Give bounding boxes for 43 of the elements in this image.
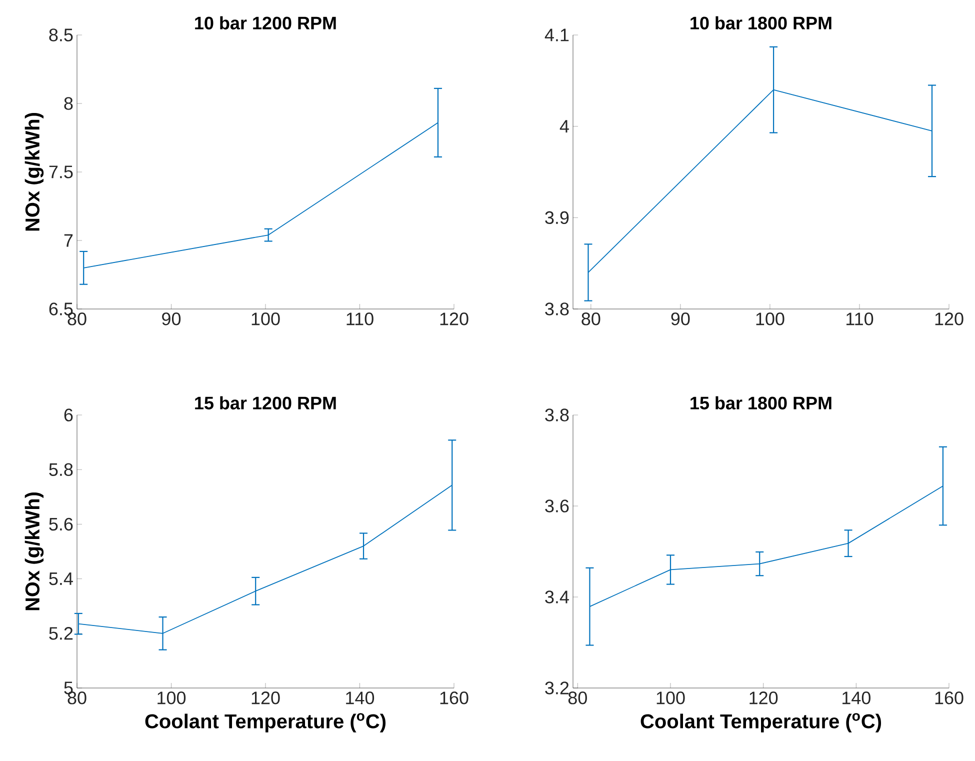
y-tick-label: 4.1 bbox=[544, 28, 569, 42]
x-tick-label: 90 bbox=[671, 312, 690, 326]
x-axis-title: Coolant Temperature ($^{o}$C) bbox=[640, 713, 882, 732]
y-tick-label: 5.6 bbox=[49, 518, 73, 531]
y-tick-label: 5.2 bbox=[49, 627, 73, 640]
y-tick-label: 3.8 bbox=[545, 302, 569, 316]
y-tick-label: 7 bbox=[64, 234, 73, 247]
x-tick-label: 100 bbox=[252, 312, 280, 326]
x-tick-label: 110 bbox=[846, 312, 874, 326]
x-tick-label: 140 bbox=[842, 692, 870, 704]
y-tick-label: 6 bbox=[64, 408, 73, 422]
y-tick-label: 5.8 bbox=[49, 463, 73, 476]
y-tick-label: 3.6 bbox=[545, 500, 569, 512]
x-tick-label: 100 bbox=[158, 692, 186, 704]
x-tick-label: 140 bbox=[346, 692, 374, 704]
x-tick-label: 110 bbox=[346, 312, 374, 326]
y-tick-label: 4 bbox=[560, 120, 569, 133]
x-axis-title: Coolant Temperature ($^{o}$C) bbox=[145, 713, 386, 732]
y-tick-label: 8.5 bbox=[49, 28, 73, 42]
y-tick-label: 7.5 bbox=[49, 166, 73, 178]
y-tick-label: 3.4 bbox=[545, 590, 569, 604]
y-axis-title: NOx (g/kWh) bbox=[24, 492, 44, 610]
y-tick-label: 3.8 bbox=[545, 408, 569, 422]
chart-title: 10 bar 1800 RPM bbox=[690, 16, 832, 30]
x-tick-label: 100 bbox=[656, 692, 685, 704]
x-tick-label: 120 bbox=[440, 312, 468, 326]
x-tick-label: 80 bbox=[568, 692, 587, 704]
chart-title: 15 bar 1200 RPM bbox=[195, 396, 336, 410]
chart-title: 15 bar 1800 RPM bbox=[690, 396, 832, 410]
y-tick-label: 3.2 bbox=[545, 682, 569, 694]
x-tick-label: 160 bbox=[935, 692, 964, 704]
chart-title: 10 bar 1200 RPM bbox=[195, 16, 336, 30]
y-axis-title: NOx (g/kWh) bbox=[24, 113, 44, 231]
x-tick-label: 120 bbox=[750, 692, 778, 704]
y-tick-label: 3.9 bbox=[545, 211, 569, 224]
y-tick-label: 5.4 bbox=[49, 572, 73, 586]
y-tick-label: 8 bbox=[64, 97, 73, 110]
x-tick-label: 120 bbox=[252, 692, 280, 704]
x-tick-label: 90 bbox=[162, 312, 181, 326]
x-tick-label: 120 bbox=[935, 312, 964, 326]
x-tick-label: 160 bbox=[440, 692, 468, 704]
x-tick-label: 100 bbox=[756, 312, 784, 326]
x-tick-label: 80 bbox=[582, 312, 600, 326]
